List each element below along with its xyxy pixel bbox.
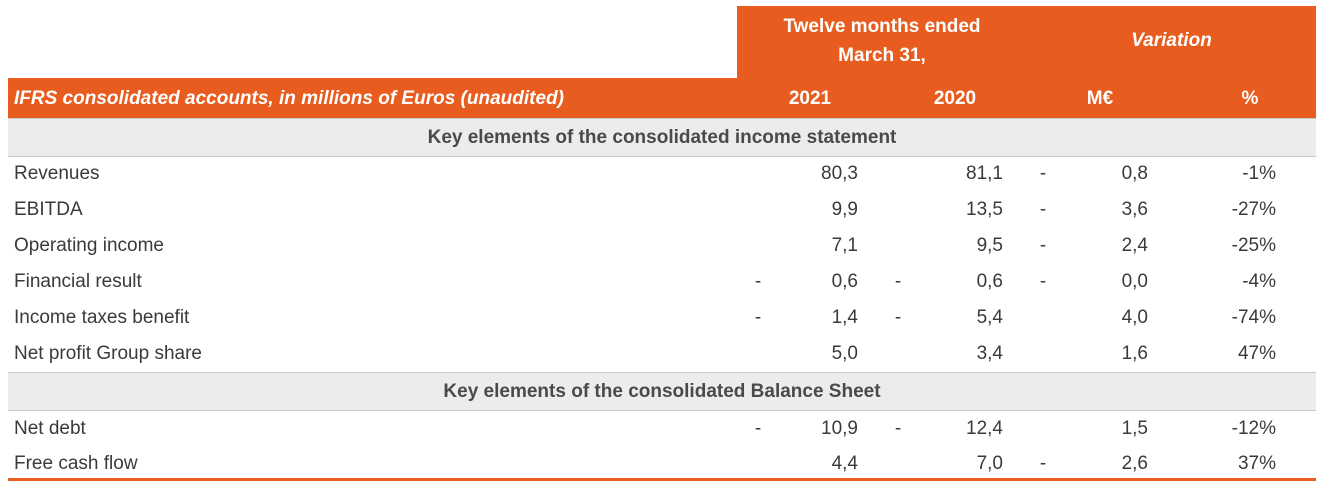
- row-label: EBITDA: [14, 199, 83, 220]
- column-pct: %: [1241, 88, 1259, 109]
- header-band: [8, 78, 1316, 118]
- value-2021: 0,6: [831, 271, 858, 292]
- value-2020: 5,4: [976, 307, 1003, 328]
- sign-2020: -: [894, 418, 902, 439]
- section-balance-sheet: Key elements of the consolidated Balance…: [8, 372, 1316, 411]
- header-top-block: [737, 6, 1316, 78]
- table-row: Free cash flow 4,4 7,0 - 2,6 37%: [8, 446, 1316, 482]
- value-2020: 12,4: [966, 418, 1003, 439]
- sign-2021: -: [754, 307, 762, 328]
- value-2020: 3,4: [976, 343, 1003, 364]
- table-row: EBITDA 9,9 13,5 - 3,6 -27%: [8, 192, 1316, 228]
- sign-me: -: [1039, 199, 1047, 220]
- column-2021: 2021: [788, 88, 832, 109]
- sign-2021: -: [754, 271, 762, 292]
- value-me: 1,5: [1121, 418, 1148, 439]
- value-me: 2,4: [1121, 235, 1148, 256]
- sign-me: -: [1039, 271, 1047, 292]
- sign-2021: -: [754, 418, 762, 439]
- row-label: Net debt: [14, 418, 86, 439]
- row-label: Revenues: [14, 163, 100, 184]
- value-2020: 7,0: [976, 453, 1003, 474]
- table-row: Net debt - 10,9 - 12,4 1,5 -12%: [8, 411, 1316, 447]
- value-me: 0,0: [1121, 271, 1148, 292]
- value-2021: 80,3: [821, 163, 858, 184]
- value-2020: 13,5: [966, 199, 1003, 220]
- value-me: 1,6: [1121, 343, 1148, 364]
- value-pct: 37%: [1237, 453, 1276, 474]
- row-label: Free cash flow: [14, 453, 138, 474]
- value-2020: 9,5: [976, 235, 1003, 256]
- period-header: Twelve months ended March 31,: [737, 12, 1027, 70]
- table-row: Revenues 80,3 81,1 - 0,8 -1%: [8, 156, 1316, 192]
- variation-header: Variation: [1131, 30, 1212, 51]
- bottom-rule: [8, 478, 1316, 481]
- table-row: Net profit Group share 5,0 3,4 1,6 47%: [8, 336, 1316, 372]
- row-label: Operating income: [14, 235, 164, 256]
- value-2021: 1,4: [831, 307, 858, 328]
- row-label: Financial result: [14, 271, 142, 292]
- value-me: 3,6: [1121, 199, 1148, 220]
- value-me: 2,6: [1121, 453, 1148, 474]
- sign-2020: -: [894, 271, 902, 292]
- sign-2020: -: [894, 307, 902, 328]
- value-2021: 5,0: [831, 343, 858, 364]
- value-2020: 0,6: [976, 271, 1003, 292]
- value-2021: 9,9: [831, 199, 858, 220]
- value-me: 0,8: [1121, 163, 1148, 184]
- value-pct: -12%: [1231, 418, 1276, 439]
- table-row: Income taxes benefit - 1,4 - 5,4 4,0 -74…: [8, 300, 1316, 336]
- value-me: 4,0: [1121, 307, 1148, 328]
- section-income-statement: Key elements of the consolidated income …: [8, 118, 1316, 157]
- column-2020: 2020: [933, 88, 977, 109]
- value-pct: -74%: [1231, 307, 1276, 328]
- accounts-label: IFRS consolidated accounts, in millions …: [14, 88, 564, 109]
- value-pct: -1%: [1242, 163, 1276, 184]
- sign-me: -: [1039, 453, 1047, 474]
- value-2021: 4,4: [831, 453, 858, 474]
- value-pct: -4%: [1242, 271, 1276, 292]
- value-2021: 7,1: [831, 235, 858, 256]
- sign-me: -: [1039, 163, 1047, 184]
- table-row: Operating income 7,1 9,5 - 2,4 -25%: [8, 228, 1316, 264]
- value-pct: -25%: [1231, 235, 1276, 256]
- column-me: M€: [1086, 88, 1114, 109]
- row-label: Income taxes benefit: [14, 307, 190, 328]
- period-header-line2: March 31,: [838, 45, 926, 66]
- period-header-line1: Twelve months ended: [783, 16, 981, 37]
- table-row: Financial result - 0,6 - 0,6 - 0,0 -4%: [8, 264, 1316, 300]
- value-2021: 10,9: [821, 418, 858, 439]
- sign-me: -: [1039, 235, 1047, 256]
- value-2020: 81,1: [966, 163, 1003, 184]
- value-pct: -27%: [1231, 199, 1276, 220]
- row-label: Net profit Group share: [14, 343, 202, 364]
- value-pct: 47%: [1237, 343, 1276, 364]
